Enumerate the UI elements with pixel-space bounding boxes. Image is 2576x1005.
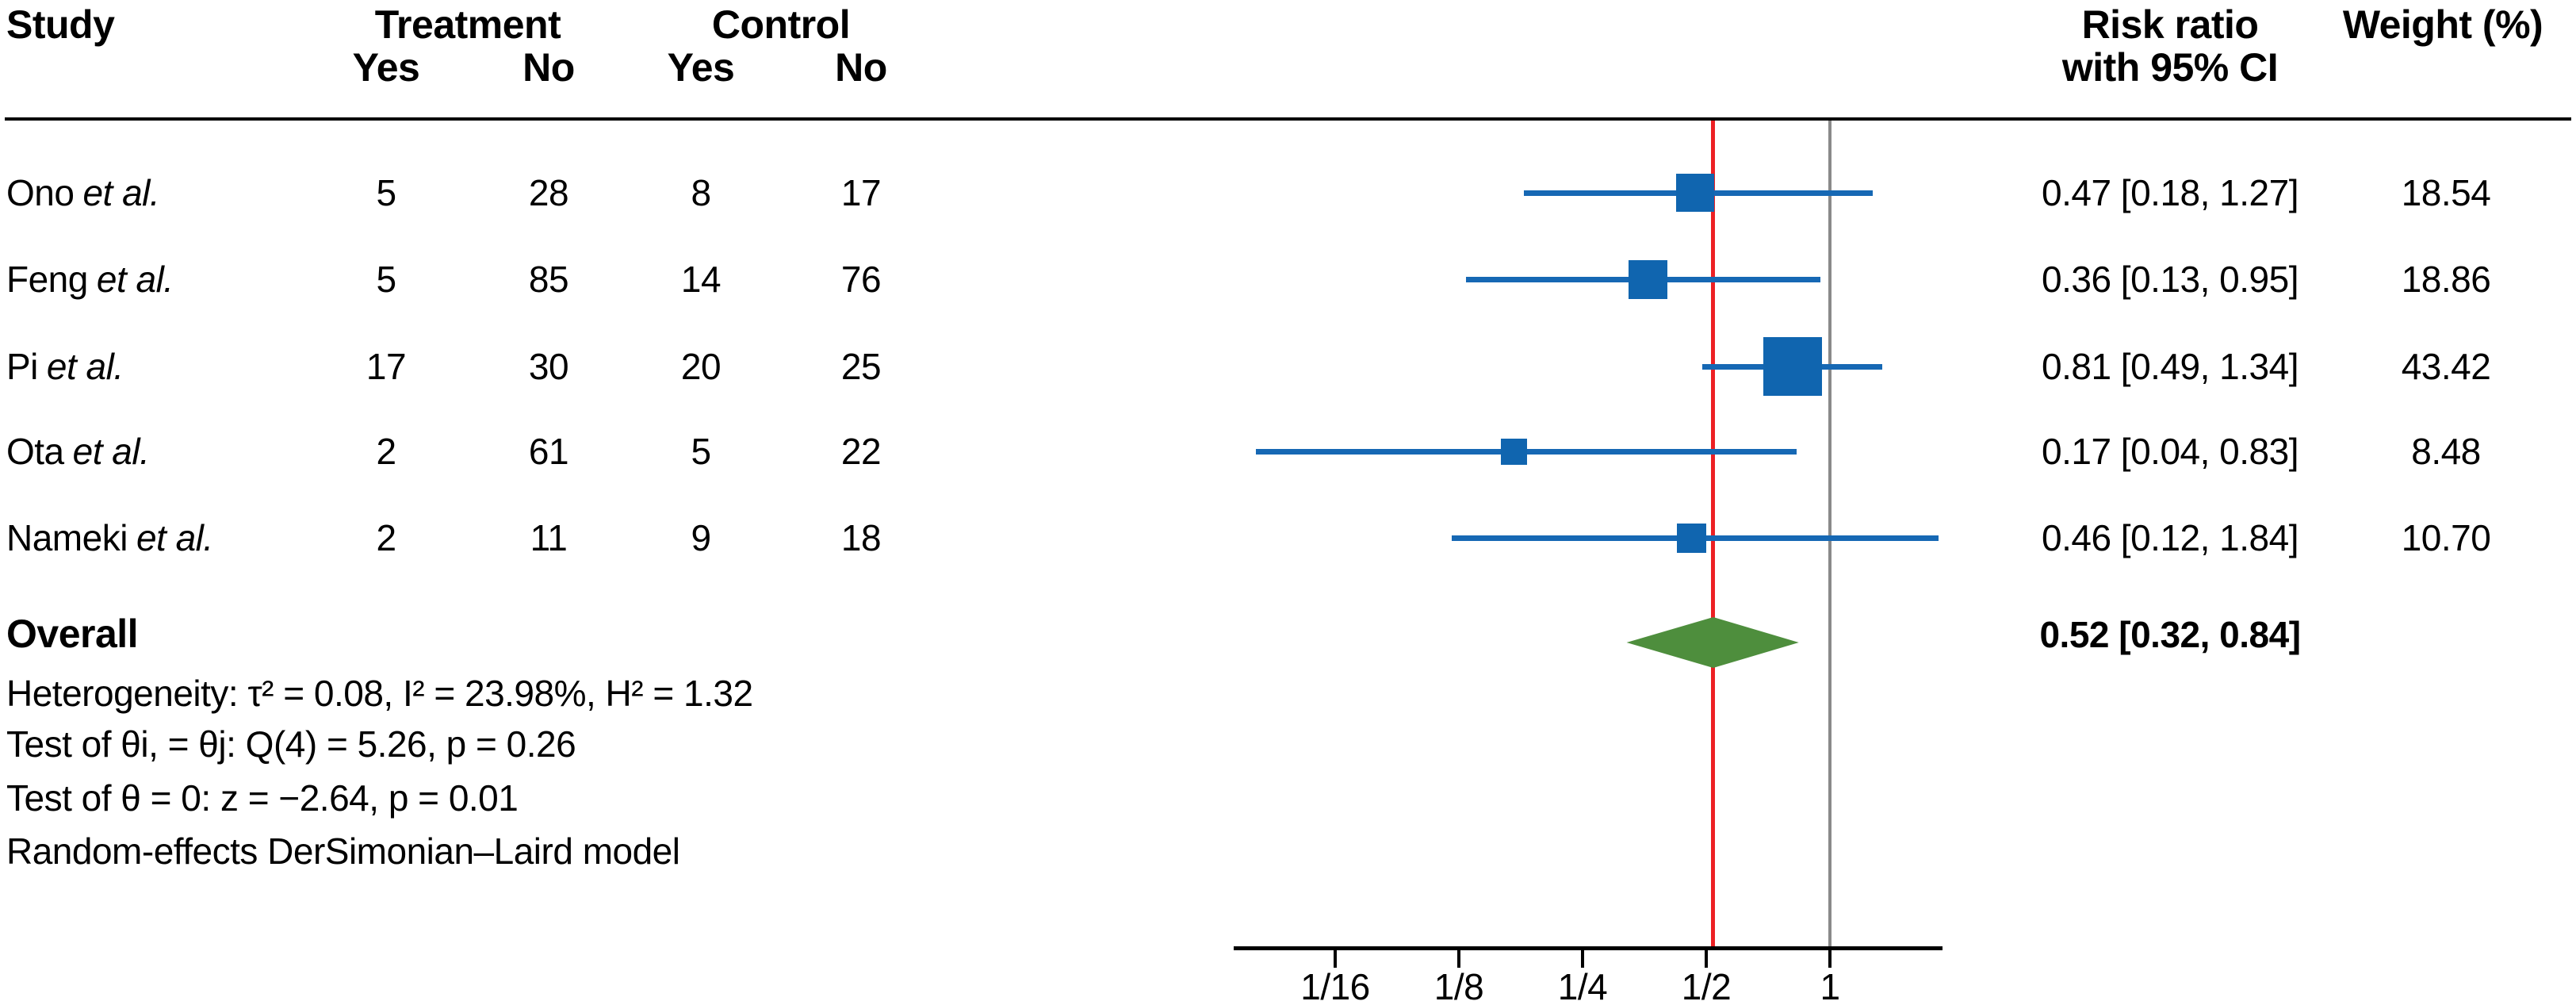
x-axis-tick-label: 1/16 (1300, 966, 1370, 1005)
column-header-treatment: Treatment (374, 2, 561, 47)
null-reference-line (1828, 121, 1832, 946)
risk-ratio-ci-value: 0.17 [0.04, 0.83] (2042, 431, 2299, 472)
pooled-estimate-line (1711, 121, 1716, 946)
heterogeneity-text: Heterogeneity: τ² = 0.08, I² = 23.98%, H… (6, 673, 753, 714)
study-name-suffix: et al. (46, 346, 124, 387)
column-header-control-yes: Yes (667, 45, 735, 90)
control-no-value: 17 (840, 172, 882, 213)
study-name-suffix: et al. (72, 431, 150, 472)
homogeneity-test-text: Test of θi, = θj: Q(4) = 5.26, p = 0.26 (6, 723, 576, 765)
treatment-yes-value: 5 (376, 259, 396, 300)
x-axis-tick (1705, 946, 1708, 968)
effect-square (1763, 337, 1822, 396)
risk-ratio-ci-value: 0.36 [0.13, 0.95] (2042, 259, 2299, 300)
treatment-no-value: 30 (528, 346, 569, 387)
control-no-value: 76 (840, 259, 882, 300)
effect-square (1500, 438, 1527, 465)
x-axis-tick-label: 1/2 (1681, 966, 1732, 1005)
model-text: Random-effects DerSimonian–Laird model (6, 830, 680, 872)
effect-square (1628, 259, 1667, 299)
effect-square (1676, 523, 1706, 553)
control-no-value: 25 (840, 346, 882, 387)
study-label: Nameki et al. (6, 516, 387, 560)
control-no-value: 22 (840, 431, 882, 472)
study-name-suffix: et al. (82, 172, 160, 213)
study-name-suffix: et al. (136, 517, 213, 558)
study-label: Ono et al. (6, 171, 387, 215)
study-name: Ono (6, 172, 75, 213)
control-yes-value: 9 (691, 517, 711, 558)
weight-value: 10.70 (2401, 517, 2491, 558)
study-name: Ota (6, 431, 64, 472)
control-no-value: 18 (840, 517, 882, 558)
treatment-yes-value: 5 (376, 172, 396, 213)
x-axis-tick (1334, 946, 1337, 968)
column-header-treatment-yes: Yes (352, 45, 420, 90)
column-header-risk-ratio-line2: with 95% CI (2061, 45, 2279, 90)
study-name-suffix: et al. (96, 259, 174, 300)
study-name: Nameki (6, 517, 128, 558)
column-header-treatment-no: No (522, 45, 575, 90)
x-axis-tick (1581, 946, 1584, 968)
treatment-no-value: 61 (528, 431, 569, 472)
control-yes-value: 5 (691, 431, 711, 472)
study-label: Ota et al. (6, 429, 387, 474)
study-label: Feng et al. (6, 257, 387, 301)
treatment-no-value: 85 (528, 259, 569, 300)
weight-value: 18.54 (2401, 172, 2491, 213)
treatment-yes-value: 17 (366, 346, 407, 387)
weight-value: 8.48 (2411, 431, 2481, 472)
treatment-yes-value: 2 (376, 517, 396, 558)
overall-label: Overall (6, 612, 139, 656)
risk-ratio-ci-value: 0.81 [0.49, 1.34] (2042, 346, 2299, 387)
x-axis-tick (1828, 946, 1832, 968)
column-header-risk-ratio-line1: Risk ratio (2081, 2, 2259, 47)
control-yes-value: 14 (680, 259, 722, 300)
study-label: Pi et al. (6, 344, 387, 389)
risk-ratio-ci-value: 0.47 [0.18, 1.27] (2042, 172, 2299, 213)
column-header-control: Control (711, 2, 851, 47)
effect-square (1676, 174, 1715, 212)
x-axis-tick (1457, 946, 1460, 968)
x-axis-tick-label: 1/8 (1433, 966, 1484, 1005)
control-yes-value: 8 (691, 172, 711, 213)
treatment-no-value: 11 (530, 517, 568, 558)
x-axis-line (1234, 946, 1943, 950)
risk-ratio-ci-value: 0.46 [0.12, 1.84] (2042, 517, 2299, 558)
column-header-study: Study (6, 2, 115, 47)
weight-value: 18.86 (2401, 259, 2491, 300)
x-axis-tick-label: 1 (1820, 966, 1840, 1005)
overall-risk-ratio-ci-value: 0.52 [0.32, 0.84] (2039, 614, 2301, 655)
control-yes-value: 20 (680, 346, 722, 387)
treatment-yes-value: 2 (376, 431, 396, 472)
header-rule (5, 117, 2571, 121)
study-name: Feng (6, 259, 88, 300)
treatment-no-value: 28 (528, 172, 569, 213)
column-header-weight: Weight (%) (2342, 2, 2543, 47)
weight-value: 43.42 (2401, 346, 2491, 387)
x-axis-tick-label: 1/4 (1557, 966, 1608, 1005)
column-header-control-no: No (835, 45, 887, 90)
significance-test-text: Test of θ = 0: z = −2.64, p = 0.01 (6, 777, 519, 819)
study-name: Pi (6, 346, 38, 387)
